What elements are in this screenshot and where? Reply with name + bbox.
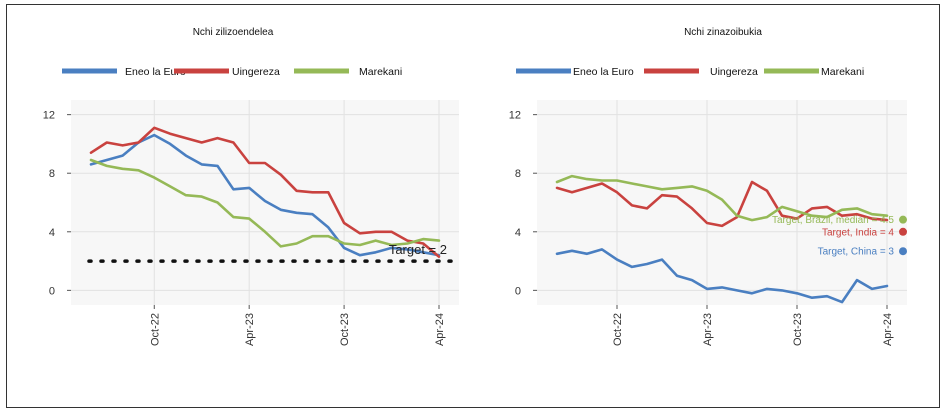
y-tick-label: 12 <box>43 110 55 122</box>
series-line-2 <box>89 158 441 248</box>
series-line-0 <box>89 133 441 257</box>
charts-svg: Nchi zilizoendelea Eneo la Euro Uingereza M… <box>43 27 907 346</box>
legend-label-2: Marekani <box>359 66 402 78</box>
legend-label-2: Marekani <box>821 66 864 78</box>
x-tick-label: Apr-24 <box>882 313 894 346</box>
panel-emerging: Nchi zinazoibukia Eneo la Euro Uingereza Ma… <box>509 27 907 346</box>
series-line-2 <box>555 174 889 222</box>
x-tick-label: Apr-24 <box>434 313 446 346</box>
x-tick-label: Oct-23 <box>792 313 804 346</box>
x-tick-label: Apr-23 <box>244 313 256 346</box>
y-tick-label: 0 <box>515 285 521 297</box>
y-tick-label: 4 <box>49 227 55 239</box>
target-marker-dot <box>899 247 907 256</box>
x-tick-label: Apr-23 <box>702 313 714 346</box>
x-tick-label: Oct-23 <box>339 313 351 346</box>
target-label: Target = 2 <box>389 242 447 257</box>
panel-developed: Nchi zilizoendelea Eneo la Euro Uingereza M… <box>43 27 461 346</box>
y-tick-label: 8 <box>515 168 521 180</box>
y-tick-label: 0 <box>49 285 55 297</box>
x-tick-label: Oct-22 <box>149 313 161 346</box>
target-marker-label: Target, India = 4 <box>822 227 894 238</box>
series-line-0 <box>555 248 889 304</box>
target-marker-label: Target, Brazil, median = 4.5 <box>772 215 894 226</box>
y-tick-label: 4 <box>515 227 521 239</box>
plot-background <box>71 100 459 305</box>
legend-label-0: Eneo la Euro <box>573 66 634 78</box>
chart-title: Nchi zilizoendelea <box>193 27 274 38</box>
y-tick-label: 12 <box>509 110 521 122</box>
x-tick-label: Oct-22 <box>612 313 624 346</box>
target-marker-dot <box>899 227 907 236</box>
plot-background <box>537 100 907 305</box>
chart-title: Nchi zinazoibukia <box>684 27 762 38</box>
legend-label-1: Uingereza <box>710 66 758 78</box>
legend-label-1: Uingereza <box>232 66 280 78</box>
chart-frame: Nchi zilizoendelea Eneo la Euro Uingereza M… <box>6 4 940 408</box>
y-tick-label: 8 <box>49 168 55 180</box>
legend-label-0: Eneo la Euro <box>125 66 186 78</box>
target-marker-label: Target, China = 3 <box>818 247 895 258</box>
series-line-1 <box>89 126 441 258</box>
series-line-1 <box>555 180 889 228</box>
target-marker-dot <box>899 215 907 224</box>
